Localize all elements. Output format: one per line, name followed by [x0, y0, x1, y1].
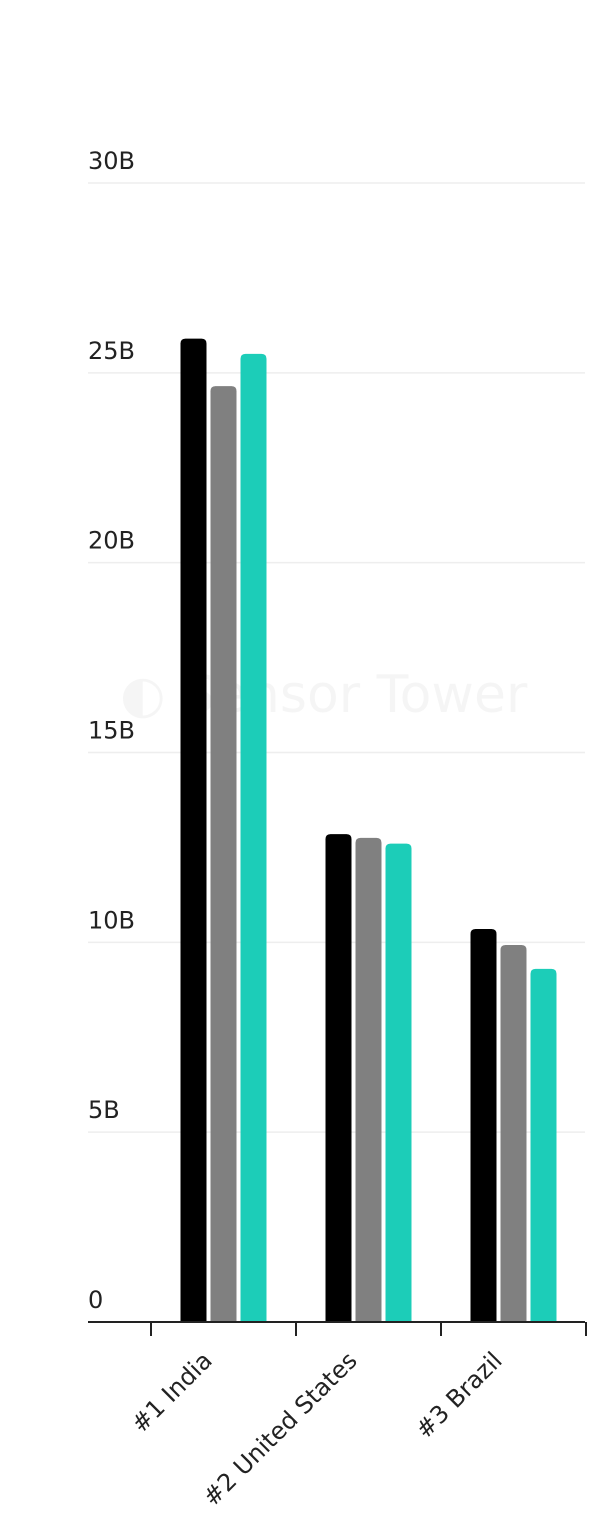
bar: [240, 353, 267, 1323]
bar: [530, 968, 557, 1322]
x-category-label: #3 Brazil: [410, 1346, 508, 1444]
bar: [180, 338, 207, 1322]
y-tick-label: 20B: [88, 527, 135, 555]
y-tick-label: 15B: [88, 717, 135, 745]
bar: [355, 837, 382, 1322]
y-tick-label: 10B: [88, 906, 135, 934]
bar: [210, 386, 237, 1322]
bar: [470, 929, 497, 1322]
y-tick-label: 5B: [88, 1096, 120, 1124]
x-category-label: #2 United States: [198, 1346, 363, 1511]
x-category-label: #1 India: [126, 1346, 218, 1438]
bar: [325, 834, 352, 1322]
bar: [500, 944, 527, 1322]
y-tick-label: 30B: [88, 147, 135, 175]
y-tick-label: 0: [88, 1286, 103, 1314]
y-tick-label: 25B: [88, 337, 135, 365]
bar: [385, 843, 412, 1322]
